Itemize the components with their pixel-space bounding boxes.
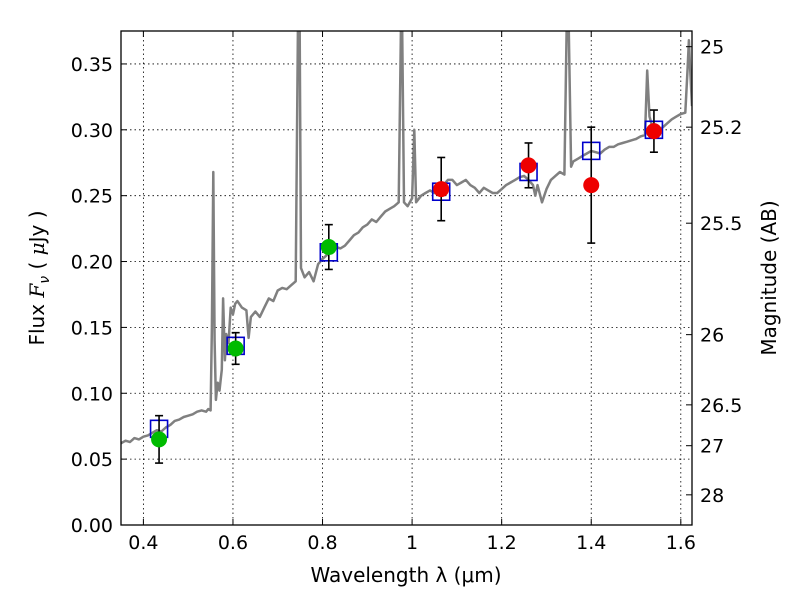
x-tick-label: 0.6 [218,532,248,554]
x-tick-label: 1.6 [666,532,696,554]
red-photometry-point [583,177,600,194]
y-axis-label-sub: ν [37,276,53,284]
red-photometry-point [433,181,450,198]
plot-frame [120,30,693,526]
y-tick-label: 0.35 [71,54,113,76]
x-tick-label: 0.8 [307,532,337,554]
y-axis-label-mid: ( [25,255,49,276]
y-tick-label: 0.05 [71,449,113,471]
y-tick-label: 0.10 [71,383,113,405]
y-tick-label: 0.20 [71,252,113,274]
y-axis-label: Flux Fν ( μJy ) [25,210,53,345]
y-tick-label: 0.30 [71,120,113,142]
right-y-tick-label: 25 [700,37,724,59]
x-tick-label: 1.4 [576,532,606,554]
markers [149,109,664,464]
right-y-tick-label: 25.2 [700,117,742,139]
y-axis-label-pre: Flux [25,298,49,346]
green-photometry-point [320,239,337,256]
right-y-tick-label: 26.5 [700,395,742,417]
y-tick-label: 0.25 [71,186,113,208]
y-tick-label: 0.15 [71,317,113,339]
right-y-tick-label: 26 [700,325,724,347]
y-tick-label: 0.00 [71,515,113,537]
x-tick-label: 1 [406,532,418,554]
plot-area [121,31,692,445]
right-y-tick-label: 28 [700,485,724,507]
red-photometry-point [520,157,537,174]
ticks: 0.4 0.6 0.8 1 1.2 1.4 1.6 0.00 0.05 0.10 0.15 0.20 0… [71,31,742,554]
x-axis-label: Wavelength λ (μm) [310,563,501,587]
right-y-tick-label: 27 [700,436,724,458]
x-tick-label: 1.2 [487,532,517,554]
y-axis-label-post: Jy ) [25,210,49,244]
sed-line [121,31,692,445]
red-photometry-point [645,123,662,140]
green-photometry-point [151,431,168,448]
green-photometry-point [227,340,244,357]
right-y-tick-label: 25.5 [700,213,742,235]
x-tick-label: 0.4 [128,532,158,554]
right-axis-label: Magnitude (AB) [757,200,781,355]
y-axis-label-mu: μ [25,242,49,255]
y-axis-label-italic: F [25,283,49,299]
